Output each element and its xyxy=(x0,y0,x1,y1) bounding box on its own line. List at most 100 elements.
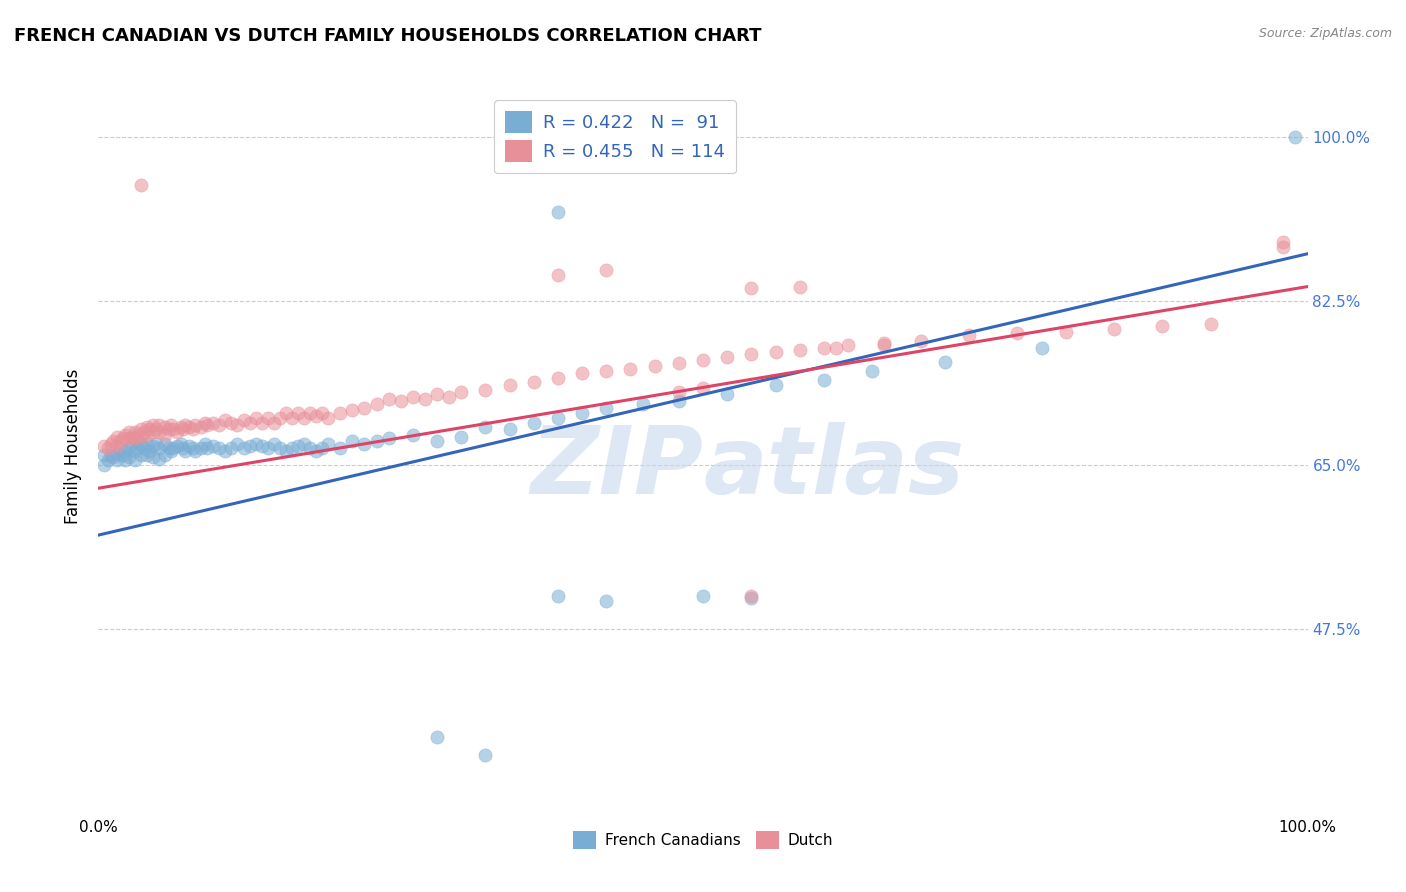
Point xyxy=(202,439,225,453)
Point xyxy=(124,425,146,439)
Point xyxy=(269,410,291,425)
Point xyxy=(934,354,956,368)
Point xyxy=(129,178,152,193)
Point xyxy=(97,453,120,467)
Text: ZIP: ZIP xyxy=(530,422,703,514)
Point xyxy=(108,441,131,455)
Point xyxy=(740,589,762,603)
Point xyxy=(353,401,375,416)
Point xyxy=(166,425,188,439)
Point xyxy=(162,422,184,436)
Point xyxy=(250,416,273,430)
Point xyxy=(1284,129,1306,144)
Point xyxy=(547,268,569,283)
Point xyxy=(860,364,883,378)
Text: FRENCH CANADIAN VS DUTCH FAMILY HOUSEHOLDS CORRELATION CHART: FRENCH CANADIAN VS DUTCH FAMILY HOUSEHOL… xyxy=(14,27,762,45)
Point xyxy=(190,441,212,455)
Point xyxy=(124,453,146,467)
Point xyxy=(174,418,197,433)
Point xyxy=(311,406,333,420)
Point xyxy=(692,381,714,395)
Y-axis label: Family Households: Family Households xyxy=(65,368,83,524)
Point xyxy=(595,401,617,416)
Point xyxy=(239,439,262,453)
Point xyxy=(190,420,212,434)
Point xyxy=(305,409,328,423)
Point xyxy=(153,420,176,434)
Point xyxy=(426,730,449,744)
Point xyxy=(825,341,848,355)
Point xyxy=(195,441,218,455)
Point xyxy=(631,397,654,411)
Point xyxy=(668,356,690,370)
Point xyxy=(239,416,262,430)
Point xyxy=(299,406,322,420)
Point xyxy=(873,337,896,351)
Point xyxy=(299,441,322,455)
Point xyxy=(413,392,436,406)
Point xyxy=(256,410,278,425)
Point xyxy=(957,328,980,343)
Point xyxy=(287,439,309,453)
Point xyxy=(145,437,167,451)
Point xyxy=(174,443,197,458)
Point xyxy=(142,450,165,465)
Point xyxy=(644,359,666,374)
Point xyxy=(114,453,136,467)
Point xyxy=(292,437,315,451)
Point xyxy=(571,406,593,420)
Point xyxy=(765,345,787,359)
Point xyxy=(1102,322,1125,336)
Point xyxy=(263,416,285,430)
Point xyxy=(93,458,115,472)
Point xyxy=(523,376,546,390)
Point xyxy=(1272,240,1295,254)
Point xyxy=(450,429,472,443)
Point xyxy=(129,429,152,443)
Point xyxy=(450,384,472,399)
Point xyxy=(160,443,183,458)
Point xyxy=(910,334,932,348)
Point xyxy=(668,384,690,399)
Point xyxy=(813,341,835,355)
Point xyxy=(281,410,304,425)
Point xyxy=(1272,235,1295,249)
Point xyxy=(153,449,176,463)
Point xyxy=(214,413,236,427)
Point xyxy=(740,591,762,605)
Point xyxy=(389,394,412,409)
Text: atlas: atlas xyxy=(703,422,965,514)
Point xyxy=(547,371,569,385)
Point xyxy=(134,441,156,455)
Point xyxy=(329,406,352,420)
Point xyxy=(108,434,131,449)
Point xyxy=(184,418,207,433)
Point xyxy=(100,437,122,451)
Point xyxy=(194,416,217,430)
Point xyxy=(692,589,714,603)
Point xyxy=(172,441,194,455)
Point xyxy=(118,450,141,465)
Point xyxy=(813,373,835,387)
Point xyxy=(134,425,156,439)
Point xyxy=(269,441,291,455)
Point xyxy=(179,439,201,453)
Point xyxy=(121,429,143,443)
Point xyxy=(121,437,143,451)
Point xyxy=(105,439,128,453)
Point xyxy=(342,434,364,449)
Point xyxy=(153,427,176,442)
Point xyxy=(118,425,141,439)
Point xyxy=(316,410,339,425)
Point xyxy=(342,403,364,417)
Point xyxy=(311,441,333,455)
Point xyxy=(111,432,134,446)
Point xyxy=(256,441,278,455)
Point xyxy=(668,394,690,409)
Point xyxy=(740,347,762,361)
Point xyxy=(402,427,425,442)
Point xyxy=(232,441,254,455)
Point xyxy=(135,449,157,463)
Point xyxy=(105,453,128,467)
Point xyxy=(118,441,141,455)
